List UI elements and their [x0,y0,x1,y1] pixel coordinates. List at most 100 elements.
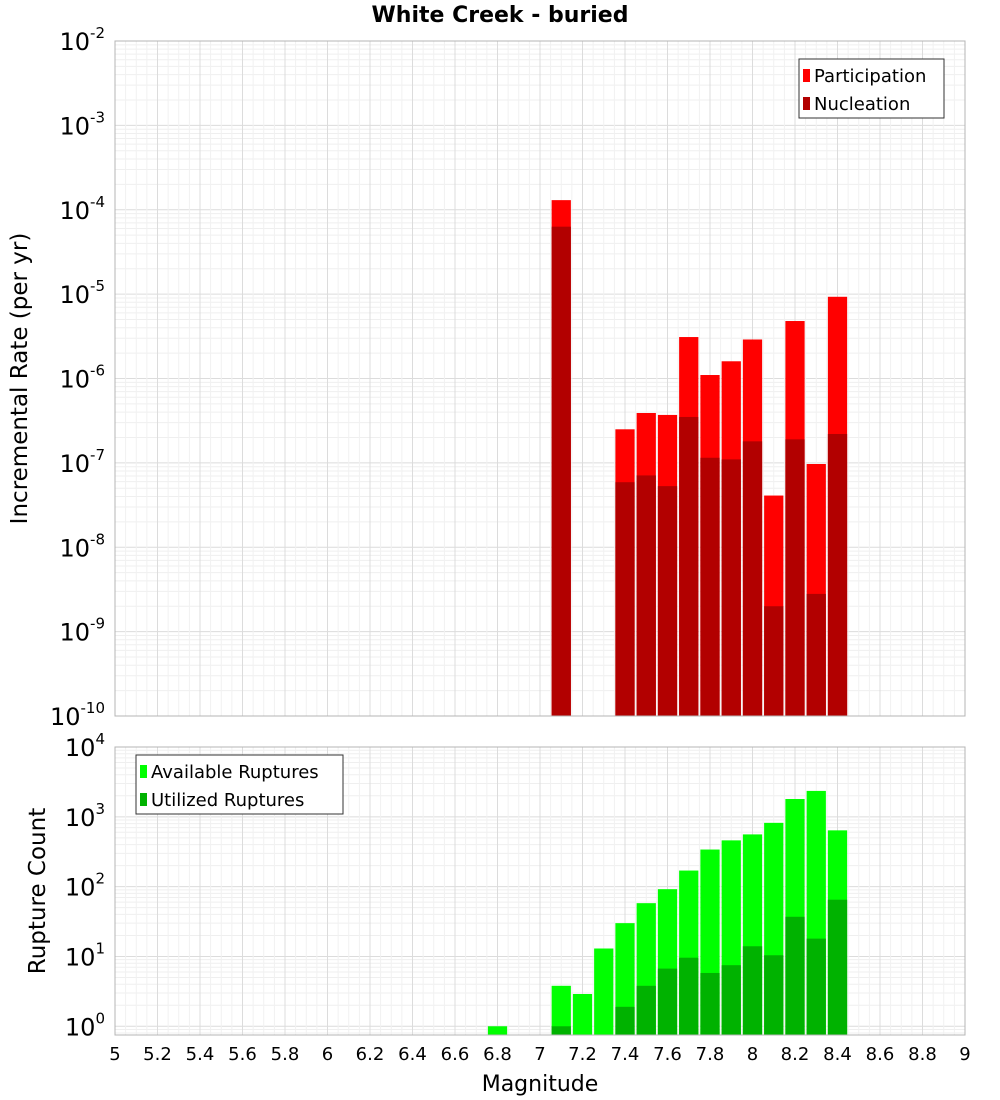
count-bar-available [487,1026,508,1035]
x-tick-label: 7.2 [568,1044,597,1065]
rate-y-tick-base: 10 [59,450,90,478]
rate-y-tick-label: 10-7 [59,446,105,478]
x-tick-label: 8.2 [781,1044,810,1065]
x-tick-label: 8.6 [866,1044,895,1065]
count-y-tick-base: 10 [65,734,96,762]
rate-legend-swatch [803,69,810,82]
x-tick-label: 5.2 [143,1044,172,1065]
rate-legend-box [798,58,945,119]
rate-y-tick-base: 10 [59,112,90,140]
count-bar-utilized [806,938,826,1035]
x-tick-label: 5.8 [271,1044,300,1065]
count-y-tick-label: 101 [65,939,105,971]
x-tick-label: 6.2 [356,1044,385,1065]
rate-y-tick-base: 10 [59,28,90,56]
x-tick-label: 5.4 [186,1044,215,1065]
rate-y-tick-base: 10 [59,534,90,562]
rate-y-tick-base: 10 [59,366,90,394]
rate-plot-frame [114,40,966,717]
count-bar-available [572,993,593,1035]
count-legend-swatch [140,765,147,778]
rate-y-tick-exponent: -4 [90,193,105,211]
count-y-axis-label: Rupture Count [25,808,51,974]
count-y-tick-exponent: 0 [95,1009,105,1027]
x-tick-label: 6.6 [441,1044,470,1065]
rate-y-tick-exponent: -6 [90,362,105,380]
rate-bar-nucleation [785,439,805,716]
count-legend: Available Ruptures Utilized Ruptures [135,754,344,815]
rate-legend-label: Participation [814,66,926,87]
rate-y-tick-base: 10 [59,619,90,647]
count-y-tick-exponent: 2 [95,870,105,888]
count-y-tick-base: 10 [65,943,96,971]
rate-y-tick-exponent: -2 [90,24,105,42]
rate-bar-nucleation [764,606,784,716]
count-y-tick-label: 102 [65,870,105,902]
count-bar-utilized [636,985,656,1035]
x-tick-label: 6.4 [398,1044,427,1065]
count-bar-utilized [551,1026,571,1035]
rate-bar-nucleation [679,416,699,716]
rate-bar-nucleation [721,459,741,716]
rate-bar-nucleation [615,482,635,716]
rate-y-tick-base: 10 [50,703,81,731]
rate-y-tick-exponent: -5 [90,277,105,295]
count-bar-utilized [764,955,784,1035]
x-tick-label: 8.8 [908,1044,937,1065]
x-tick-label: 8.4 [823,1044,852,1065]
x-tick-label: 6.8 [483,1044,512,1065]
rate-y-tick-exponent: -9 [90,615,105,633]
rate-bar-nucleation [551,226,571,716]
count-bar-utilized [827,899,848,1035]
x-axis-label: Magnitude [482,1072,599,1097]
count-y-tick-base: 10 [65,1013,96,1041]
x-tick-label: 9 [959,1044,970,1065]
count-bar-available [551,985,571,1035]
count-plot-frame [114,746,966,1036]
count-bar-utilized [721,965,741,1035]
rate-y-tick-exponent: -8 [90,530,105,548]
x-tick-label: 7.4 [611,1044,640,1065]
rate-y-tick-label: 10-5 [59,277,105,309]
rate-bar-nucleation [657,486,678,716]
rate-y-tick-label: 10-3 [59,108,105,140]
rate-legend-swatch [803,97,810,110]
count-y-tick-exponent: 3 [95,800,105,818]
rate-y-tick-exponent: -7 [90,446,105,464]
count-bar-utilized [657,968,678,1035]
rate-y-tick-label: 10-4 [59,193,105,225]
rate-panel: 10-210-310-410-510-610-710-810-910-10Inc… [7,24,966,731]
x-tick-label: 5 [109,1044,120,1065]
count-bar-utilized [785,916,805,1035]
x-tick-label: 6 [322,1044,333,1065]
count-y-tick-label: 100 [65,1009,105,1041]
rate-y-tick-label: 10-2 [59,24,105,56]
count-bar-utilized [700,972,720,1035]
count-bar-utilized [679,957,699,1035]
x-tick-label: 7.6 [653,1044,682,1065]
rate-y-tick-label: 10-8 [59,530,105,562]
rate-y-tick-exponent: -10 [81,699,106,717]
rate-bar-nucleation [700,457,720,716]
x-tick-label: 5.6 [228,1044,257,1065]
count-legend-swatch [140,793,147,806]
count-bar-utilized [615,1006,635,1035]
rate-y-tick-label: 10-6 [59,362,105,394]
count-y-tick-label: 104 [65,730,105,762]
rate-y-tick-base: 10 [59,197,90,225]
rate-bar-nucleation [806,593,826,716]
rate-y-tick-exponent: -3 [90,108,105,126]
x-tick-label: 7.8 [696,1044,725,1065]
rate-legend-label: Nucleation [814,94,910,115]
count-bar-utilized [742,946,763,1035]
count-bar-available [594,948,614,1035]
x-tick-label: 8 [747,1044,758,1065]
rate-y-axis-label: Incremental Rate (per yr) [7,233,33,525]
count-y-tick-exponent: 1 [95,939,105,957]
count-y-tick-exponent: 4 [95,730,105,748]
count-y-tick-label: 103 [65,800,105,832]
count-legend-label: Utilized Ruptures [151,790,304,811]
count-legend-label: Available Ruptures [151,762,319,783]
